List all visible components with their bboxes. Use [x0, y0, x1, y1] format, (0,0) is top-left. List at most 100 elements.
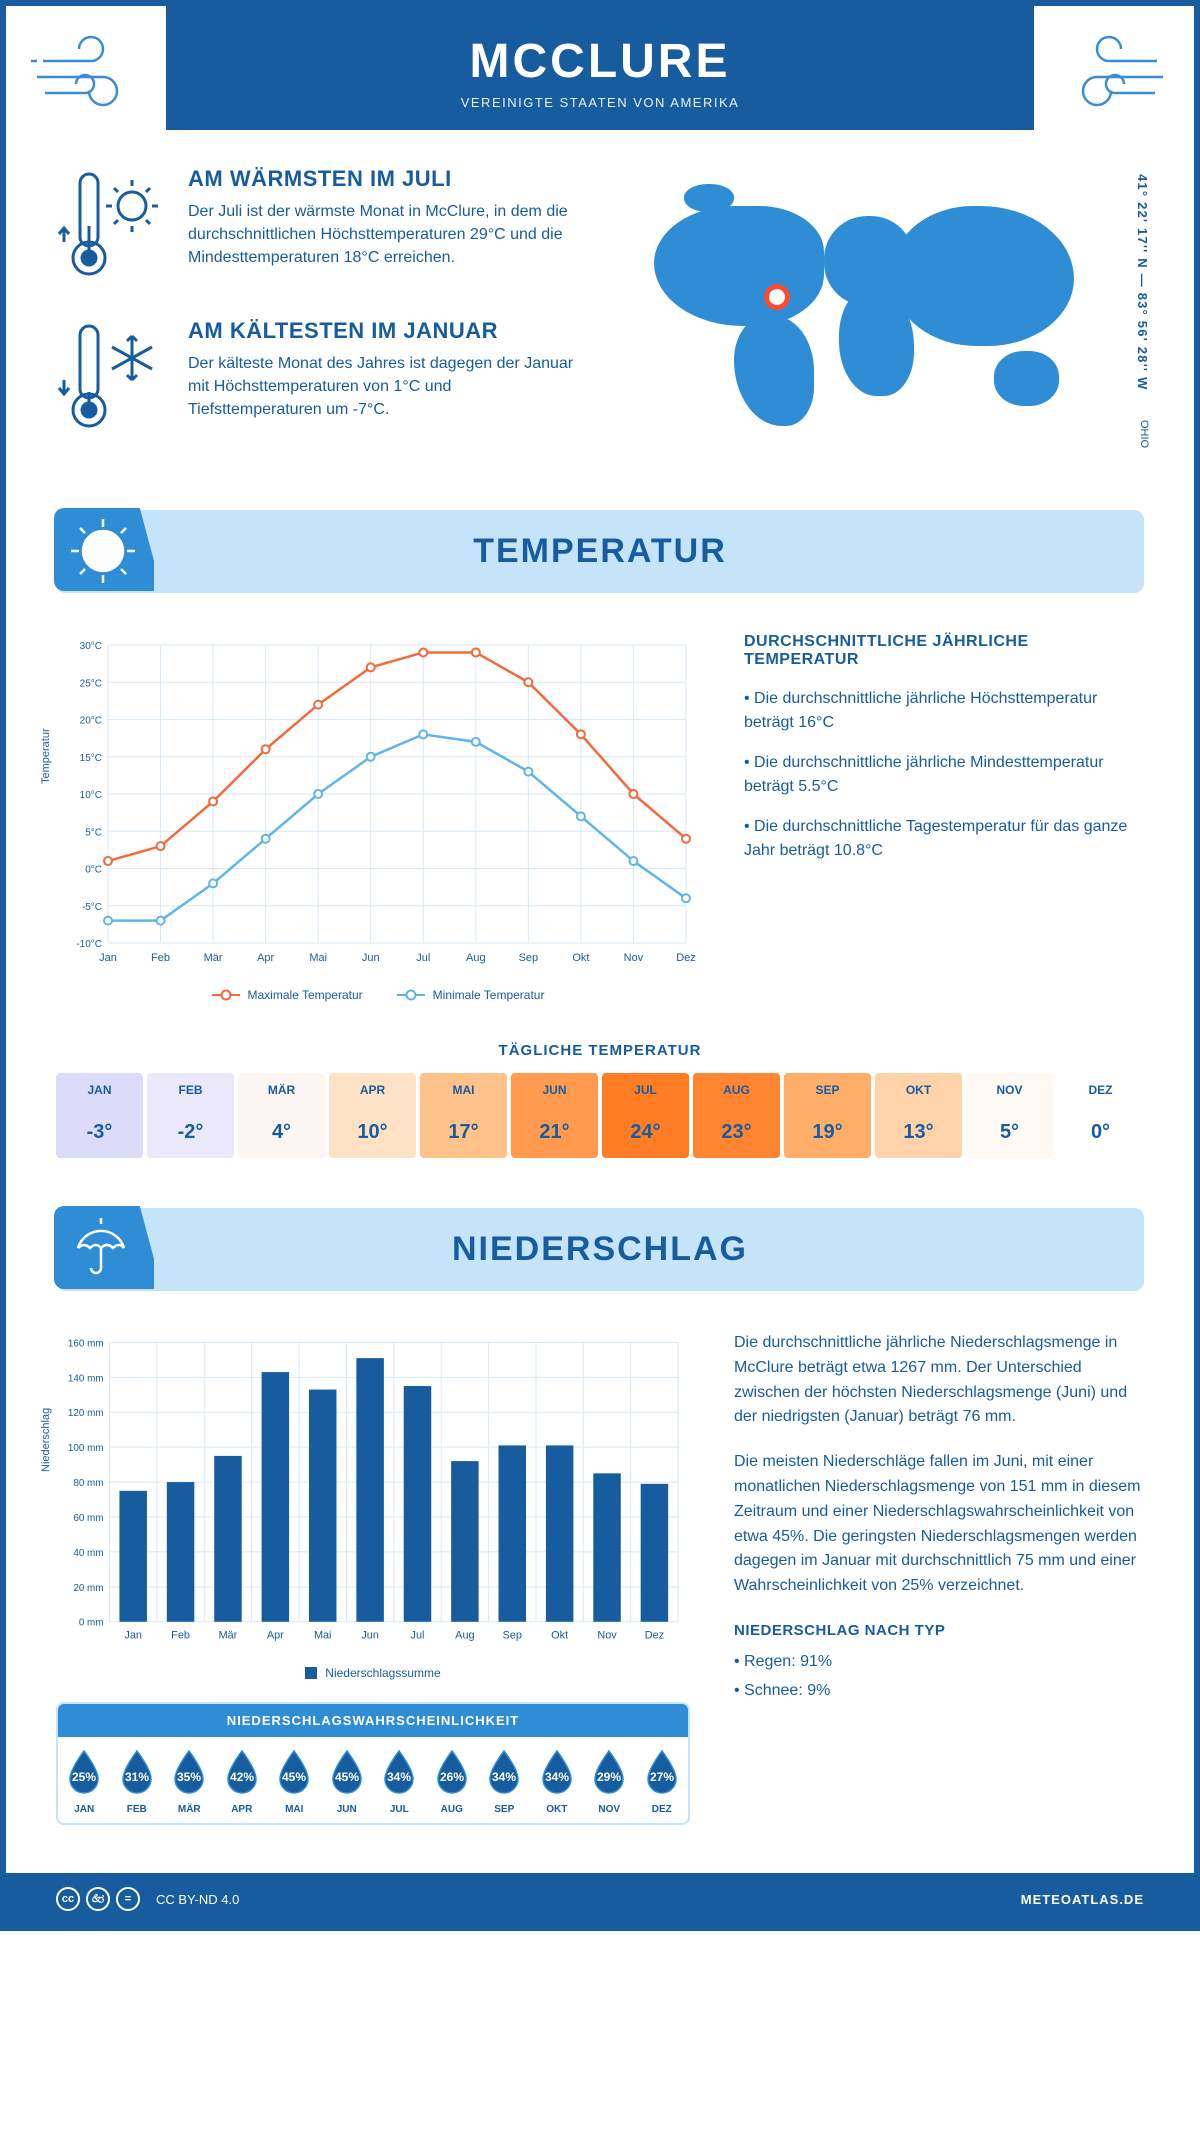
temperature-line-chart: -10°C-5°C0°C5°C10°C15°C20°C25°C30°CJanFe…	[56, 633, 700, 973]
svg-text:140 mm: 140 mm	[68, 1373, 104, 1384]
drop-icon: 45%	[274, 1747, 314, 1795]
svg-text:Jun: Jun	[361, 1630, 379, 1642]
daily-cell: JUN21°	[511, 1073, 598, 1158]
svg-text:45%: 45%	[282, 1770, 306, 1784]
prob-month: JAN	[58, 1804, 111, 1815]
svg-text:Nov: Nov	[624, 952, 644, 964]
svg-text:Jan: Jan	[124, 1630, 142, 1642]
daily-cell: SEP19°	[784, 1073, 871, 1158]
svg-text:Dez: Dez	[676, 952, 696, 964]
svg-text:10°C: 10°C	[80, 790, 102, 801]
precip-text-col: Die durchschnittliche jährliche Niedersc…	[734, 1331, 1144, 1825]
daily-month: FEB	[147, 1073, 234, 1107]
highlight-coldest: AM KÄLTESTEN IM JANUAR Der kälteste Mona…	[56, 318, 574, 438]
temp-chart-box: Temperatur -10°C-5°C0°C5°C10°C15°C20°C25…	[56, 633, 700, 1002]
page-title: MCCLURE	[6, 34, 1194, 89]
svg-text:Jul: Jul	[411, 1630, 425, 1642]
svg-text:31%: 31%	[125, 1770, 149, 1784]
prob-cell: 34% SEP	[478, 1737, 531, 1823]
header: MCCLURE VEREINIGTE STAATEN VON AMERIKA	[6, 6, 1194, 130]
prob-month: MÄR	[163, 1804, 216, 1815]
daily-month: JAN	[56, 1073, 143, 1107]
legend-max-label: Maximale Temperatur	[248, 988, 363, 1002]
svg-text:Mär: Mär	[204, 952, 223, 964]
drop-icon: 42%	[222, 1747, 262, 1795]
section-title: NIEDERSCHLAG	[56, 1230, 1144, 1269]
daily-cell: AUG23°	[693, 1073, 780, 1158]
prob-month: JUN	[321, 1804, 374, 1815]
temp-info-item: • Die durchschnittliche jährliche Mindes…	[744, 751, 1144, 799]
prob-month: DEZ	[636, 1804, 689, 1815]
svg-text:20°C: 20°C	[80, 716, 102, 727]
daily-value: 5°	[966, 1107, 1053, 1158]
daily-cell: JAN-3°	[56, 1073, 143, 1158]
daily-value: 13°	[875, 1107, 962, 1158]
svg-text:0 mm: 0 mm	[79, 1618, 104, 1629]
prob-cell: 29% NOV	[583, 1737, 636, 1823]
temp-info-title: DURCHSCHNITTLICHE JÄHRLICHE TEMPERATUR	[744, 633, 1144, 669]
svg-text:Apr: Apr	[257, 952, 274, 964]
daily-value: 24°	[602, 1107, 689, 1158]
legend-sum: Niederschlagssumme	[305, 1666, 440, 1680]
svg-text:34%: 34%	[545, 1770, 569, 1784]
drop-icon: 34%	[484, 1747, 524, 1795]
prob-cell: 45% MAI	[268, 1737, 321, 1823]
daily-cell: APR10°	[329, 1073, 416, 1158]
daily-value: 4°	[238, 1107, 325, 1158]
by-icon: 🙵	[86, 1887, 110, 1911]
daily-cell: NOV5°	[966, 1073, 1053, 1158]
daily-value: 21°	[511, 1107, 598, 1158]
svg-text:15°C: 15°C	[80, 753, 102, 764]
prob-cell: 35% MÄR	[163, 1737, 216, 1823]
temp-info-list: • Die durchschnittliche jährliche Höchst…	[744, 687, 1144, 863]
svg-text:34%: 34%	[492, 1770, 516, 1784]
section-title: TEMPERATUR	[56, 532, 1144, 571]
svg-text:80 mm: 80 mm	[73, 1478, 103, 1489]
highlight-text: Der Juli ist der wärmste Monat in McClur…	[188, 200, 574, 270]
prob-row: 25% JAN 31% FEB 35% MÄR 42% APR 45% MAI …	[58, 1737, 688, 1823]
daily-month: APR	[329, 1073, 416, 1107]
prob-month: MAI	[268, 1804, 321, 1815]
temp-info-item: • Die durchschnittliche jährliche Höchst…	[744, 687, 1144, 735]
precip-bytype-title: NIEDERSCHLAG NACH TYP	[734, 1619, 1144, 1642]
svg-text:Feb: Feb	[151, 952, 170, 964]
daily-cell: OKT13°	[875, 1073, 962, 1158]
svg-text:30°C: 30°C	[80, 641, 102, 652]
precip-banner: NIEDERSCHLAG	[56, 1208, 1144, 1291]
svg-text:27%: 27%	[650, 1770, 674, 1784]
daily-month: JUL	[602, 1073, 689, 1107]
temp-info-box: DURCHSCHNITTLICHE JÄHRLICHE TEMPERATUR •…	[744, 633, 1144, 1002]
prob-cell: 27% DEZ	[636, 1737, 689, 1823]
prob-month: SEP	[478, 1804, 531, 1815]
bytype-item: • Schnee: 9%	[734, 1679, 1144, 1704]
svg-text:Feb: Feb	[171, 1630, 190, 1642]
drop-icon: 31%	[117, 1747, 157, 1795]
drop-icon: 27%	[642, 1747, 682, 1795]
prob-cell: 34% OKT	[531, 1737, 584, 1823]
prob-cell: 34% JUL	[373, 1737, 426, 1823]
daily-month: MAI	[420, 1073, 507, 1107]
prob-month: APR	[216, 1804, 269, 1815]
svg-text:35%: 35%	[177, 1770, 201, 1784]
prob-title: NIEDERSCHLAGSWAHRSCHEINLICHKEIT	[58, 1704, 688, 1737]
svg-text:34%: 34%	[387, 1770, 411, 1784]
daily-value: 19°	[784, 1107, 871, 1158]
legend-min: Minimale Temperatur	[397, 988, 545, 1002]
thermometer-sun-icon	[56, 166, 166, 286]
daily-value: -2°	[147, 1107, 234, 1158]
drop-icon: 26%	[432, 1747, 472, 1795]
precip-bar-chart: 0 mm20 mm40 mm60 mm80 mm100 mm120 mm140 …	[56, 1331, 690, 1651]
daily-value: 10°	[329, 1107, 416, 1158]
precip-chart-box: Niederschlag 0 mm20 mm40 mm60 mm80 mm100…	[56, 1331, 690, 1680]
highlight-title: AM KÄLTESTEN IM JANUAR	[188, 318, 574, 344]
svg-text:Okt: Okt	[551, 1630, 568, 1642]
svg-text:-10°C: -10°C	[76, 939, 102, 950]
drop-icon: 29%	[589, 1747, 629, 1795]
svg-text:40 mm: 40 mm	[73, 1548, 103, 1559]
svg-text:Mai: Mai	[309, 952, 327, 964]
temperature-banner: TEMPERATUR	[56, 510, 1144, 593]
svg-text:Dez: Dez	[645, 1630, 664, 1642]
daily-month: SEP	[784, 1073, 871, 1107]
license-block: cc 🙵 = CC BY-ND 4.0	[56, 1887, 239, 1911]
header-corner-right	[1034, 6, 1194, 146]
